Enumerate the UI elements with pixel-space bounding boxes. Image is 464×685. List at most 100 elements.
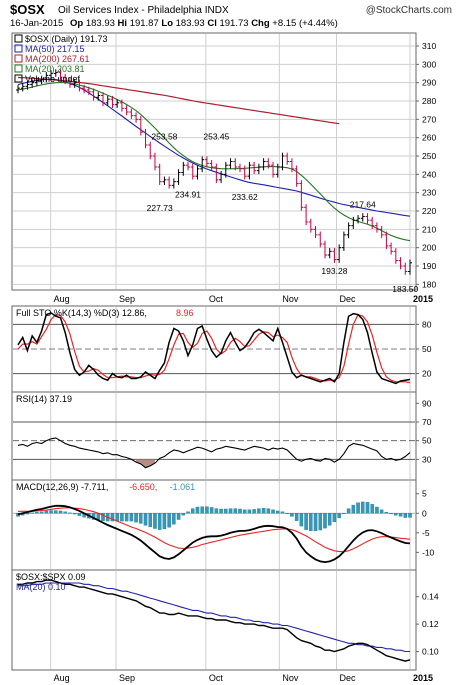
macd-histogram-bar bbox=[228, 508, 233, 514]
y-tick-label: 220 bbox=[422, 206, 436, 216]
y-tick-label: 0 bbox=[422, 508, 427, 518]
macd-histogram-bar bbox=[68, 512, 72, 514]
macd-histogram-bar bbox=[252, 509, 256, 514]
ma20-line bbox=[17, 81, 411, 242]
x-month-label: Dec bbox=[340, 294, 357, 304]
macd-histogram-bar bbox=[379, 509, 384, 514]
legend-entry: MACD(12,26,9) -7.711, bbox=[16, 482, 108, 492]
ratio-ma-line bbox=[18, 582, 410, 653]
price-annotation: 253.45 bbox=[203, 132, 229, 142]
macd-histogram-bar bbox=[124, 513, 129, 522]
macd-histogram-bar bbox=[242, 509, 247, 514]
macd-histogram-bar bbox=[285, 513, 289, 515]
price-legend-entry: Volume undef bbox=[25, 74, 81, 84]
x-month-label: Sep bbox=[119, 673, 135, 683]
index-name: Oil Services Index - Philadelphia INDX bbox=[58, 5, 229, 16]
x-month-label: Aug bbox=[54, 294, 70, 304]
ma200-line bbox=[17, 76, 340, 125]
price-annotation: 183.50 bbox=[392, 284, 418, 294]
close-value: 191.73 bbox=[219, 18, 249, 29]
macd-histogram-bar bbox=[261, 508, 266, 514]
macd-histogram-bar bbox=[72, 513, 77, 515]
macd-histogram-bar bbox=[337, 513, 341, 519]
macd-histogram-bar bbox=[44, 510, 49, 514]
x-month-label: Oct bbox=[209, 294, 224, 304]
open-value: 183.93 bbox=[85, 18, 115, 29]
x-month-label: Sep bbox=[119, 294, 135, 304]
macd-histogram-bar bbox=[356, 502, 360, 514]
macd-histogram-bar bbox=[238, 508, 242, 514]
price-legend-entry: $OSX (Daily) 191.73 bbox=[25, 34, 108, 44]
macd-histogram-bar bbox=[327, 513, 332, 526]
macd-histogram-bar bbox=[143, 513, 148, 526]
macd-histogram-bar bbox=[186, 511, 190, 514]
macd-histogram-bar bbox=[181, 513, 186, 516]
rsi-line bbox=[17, 437, 411, 469]
x-month-label: Nov bbox=[282, 294, 299, 304]
change-label: Chg bbox=[251, 18, 270, 29]
ratio-legend-entry: MA(20) 0.10 bbox=[16, 582, 66, 592]
price-legend-entry: MA(50) 217.15 bbox=[25, 44, 85, 54]
macd-histogram-bar bbox=[346, 508, 351, 514]
macd-histogram-bar bbox=[172, 513, 176, 525]
legend-entry: RSI(14) 37.19 bbox=[16, 394, 72, 404]
y-tick-label: 250 bbox=[422, 151, 436, 161]
macd-histogram-bar bbox=[205, 506, 209, 514]
macd-histogram-bar bbox=[200, 506, 204, 514]
y-tick-label: 70 bbox=[422, 417, 432, 427]
y-tick-label: 80 bbox=[422, 319, 432, 329]
high-label: Hi bbox=[117, 18, 128, 29]
ratio-line bbox=[18, 579, 411, 662]
y-tick-label: 50 bbox=[422, 344, 432, 354]
ma50-line bbox=[17, 78, 411, 217]
macd-histogram-bar bbox=[115, 513, 119, 522]
y-tick-label: 270 bbox=[422, 114, 436, 124]
macd-histogram-bar bbox=[110, 513, 115, 522]
macd-histogram-bar bbox=[266, 508, 271, 514]
rsi-panel-frame bbox=[11, 391, 417, 481]
macd-histogram-bar bbox=[233, 508, 238, 514]
y-tick-label: 300 bbox=[422, 59, 436, 69]
macd-histogram-bar bbox=[224, 508, 228, 514]
macd-histogram-bar bbox=[309, 513, 313, 532]
y-tick-label: 180 bbox=[422, 279, 436, 289]
macd-histogram-bar bbox=[361, 501, 365, 514]
macd-histogram-bar bbox=[247, 509, 252, 514]
macd-histogram-bar bbox=[403, 513, 408, 518]
y-tick-label: 290 bbox=[422, 78, 436, 88]
macd-histogram-bar bbox=[389, 513, 393, 515]
low-label: Lo bbox=[161, 18, 173, 29]
macd-histogram-bar bbox=[120, 513, 124, 522]
price-legend-entry: MA(200) 267.61 bbox=[25, 54, 90, 64]
macd-histogram-bar bbox=[280, 511, 285, 514]
y-tick-label: 260 bbox=[422, 133, 436, 143]
macd-histogram-bar bbox=[332, 513, 337, 523]
price-annotation: 227.73 bbox=[147, 203, 173, 213]
macd-panel-frame bbox=[11, 479, 417, 571]
macd-histogram-bar bbox=[394, 513, 398, 516]
y-tick-label: 280 bbox=[422, 96, 436, 106]
macd-histogram-bar bbox=[35, 511, 39, 514]
macd-histogram-bar bbox=[313, 513, 318, 532]
x-month-label: Aug bbox=[54, 673, 70, 683]
macd-histogram-bar bbox=[398, 513, 403, 517]
macd-histogram-bar bbox=[276, 510, 280, 514]
legend-swatch bbox=[14, 54, 23, 63]
open-label: Op bbox=[70, 18, 84, 29]
macd-histogram-bar bbox=[134, 513, 138, 523]
low-value: 183.93 bbox=[175, 18, 205, 29]
y-tick-label: 230 bbox=[422, 188, 436, 198]
price-annotation: 233.62 bbox=[232, 192, 258, 202]
macd-histogram-bar bbox=[167, 513, 171, 528]
macd-histogram-bar bbox=[384, 511, 389, 514]
macd-histogram-bar bbox=[365, 502, 370, 514]
macd-histogram-bar bbox=[318, 513, 323, 531]
price-legend-entry: MA(20) 203.81 bbox=[25, 64, 85, 74]
source-watermark[interactable]: @StockCharts.com bbox=[365, 5, 452, 16]
macd-histogram-bar bbox=[271, 509, 275, 514]
macd-histogram-bar bbox=[77, 513, 82, 516]
macd-histogram-bar bbox=[157, 513, 162, 530]
macd-histogram-bar bbox=[58, 510, 63, 514]
macd-histogram-bar bbox=[195, 506, 200, 514]
